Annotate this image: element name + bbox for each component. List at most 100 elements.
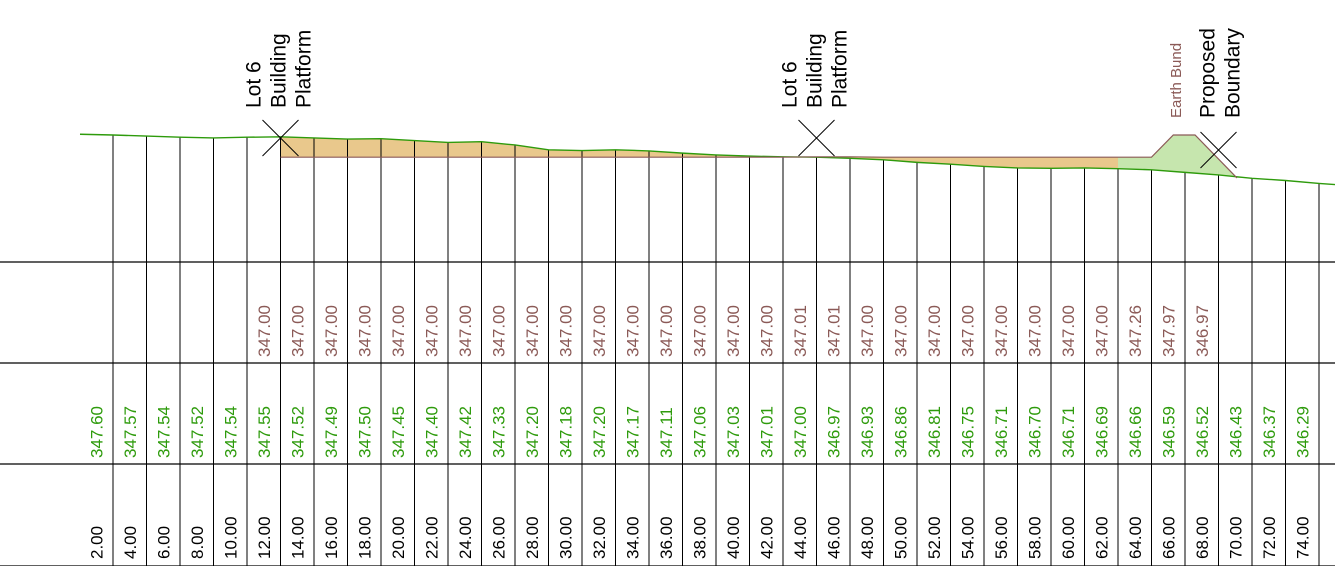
chainage-label: 74.00 — [1294, 516, 1313, 559]
ground-level-label: 346.66 — [1126, 406, 1145, 458]
ground-level-label: 346.37 — [1260, 406, 1279, 458]
design-level-label: 347.00 — [657, 305, 676, 357]
ground-level-label: 347.42 — [456, 406, 475, 458]
design-level-label: 347.26 — [1126, 305, 1145, 357]
ground-level-label: 346.59 — [1160, 406, 1179, 458]
ground-level-label: 347.18 — [557, 406, 576, 458]
chainage-label: 54.00 — [959, 516, 978, 559]
annotation-lot6-a-line-0: Lot 6 — [243, 61, 266, 108]
design-level-label: 347.00 — [925, 305, 944, 357]
design-level-label: 347.00 — [758, 305, 777, 357]
platform-fill — [280, 136, 1118, 169]
design-level-label: 347.00 — [724, 305, 743, 357]
ground-level-label: 347.20 — [523, 406, 542, 458]
ground-level-label: 346.71 — [992, 406, 1011, 458]
design-level-label: 347.00 — [858, 305, 877, 357]
design-level-label: 347.00 — [1026, 305, 1045, 357]
design-level-label: 347.00 — [255, 305, 274, 357]
design-level-label: 347.00 — [523, 305, 542, 357]
chainage-label: 34.00 — [624, 516, 643, 559]
design-level-label: 347.00 — [590, 305, 609, 357]
ground-level-label: 347.00 — [791, 406, 810, 458]
chainage-label: 20.00 — [389, 516, 408, 559]
ground-level-label: 346.97 — [825, 406, 844, 458]
chainage-label: 24.00 — [456, 516, 475, 559]
annotation-lot6-a-line-1: Building — [268, 33, 291, 108]
ground-level-label: 347.54 — [155, 406, 174, 458]
ground-level-label: 347.06 — [691, 406, 710, 458]
chainage-label: 10.00 — [222, 516, 241, 559]
cross-marker-lot6-a — [262, 119, 299, 157]
chainage-label: 70.00 — [1227, 516, 1246, 559]
ground-level-label: 347.20 — [590, 406, 609, 458]
ground-level-label: 346.86 — [892, 406, 911, 458]
chainage-label: 64.00 — [1126, 516, 1145, 559]
design-surface-line — [280, 134, 1238, 179]
ground-level-label: 347.17 — [624, 406, 643, 458]
annotation-lot6-a-line-2: Platform — [293, 30, 316, 108]
ground-level-label: 346.69 — [1093, 406, 1112, 458]
chainage-label: 4.00 — [121, 526, 140, 559]
annotation-earth-bund-line-0: Earth Bund — [1168, 43, 1185, 118]
chainage-label: 12.00 — [255, 516, 274, 559]
design-level-label: 347.00 — [691, 305, 710, 357]
chainage-label: 42.00 — [758, 516, 777, 559]
data-table-rows — [0, 261, 1335, 566]
ground-level-label: 347.11 — [657, 407, 676, 458]
ground-level-label: 346.75 — [959, 406, 978, 458]
chainage-label: 22.00 — [423, 516, 442, 559]
chainage-label: 14.00 — [289, 516, 308, 559]
ground-level-label: 346.70 — [1026, 406, 1045, 458]
chainage-label: 32.00 — [590, 516, 609, 559]
chainage-label: 50.00 — [892, 516, 911, 559]
ground-level-label: 347.33 — [490, 406, 509, 458]
ground-level-label: 347.60 — [88, 406, 107, 458]
chainage-label: 28.00 — [523, 516, 542, 559]
design-level-label: 347.00 — [1093, 305, 1112, 357]
chainage-label: 68.00 — [1193, 516, 1212, 559]
station-column-lines — [112, 135, 1320, 566]
ground-level-label: 347.54 — [222, 406, 241, 458]
chainage-label: 26.00 — [490, 516, 509, 559]
design-level-label: 347.00 — [356, 305, 375, 357]
ground-level-label: 347.55 — [255, 406, 274, 458]
chainage-label: 36.00 — [657, 516, 676, 559]
design-level-label: 347.00 — [992, 305, 1011, 357]
chainage-label: 56.00 — [992, 516, 1011, 559]
chainage-label: 62.00 — [1093, 516, 1112, 559]
chainage-label: 40.00 — [724, 516, 743, 559]
design-level-label: 347.00 — [289, 305, 308, 357]
ground-level-label: 347.50 — [356, 406, 375, 458]
design-level-label: 346.97 — [1193, 305, 1212, 357]
earth-bund-fill — [1118, 135, 1252, 179]
ground-level-label: 347.57 — [121, 406, 140, 458]
chainage-label: 52.00 — [925, 516, 944, 559]
chainage-label: 16.00 — [322, 516, 341, 559]
design-level-label: 347.01 — [791, 305, 810, 357]
annotation-lot6-b-line-1: Building — [804, 33, 827, 108]
station-value-labels: 347.60 2.00 347.57 4.00 347.54 6.00 347.52 8.00… — [88, 305, 1313, 559]
chainage-label: 18.00 — [356, 516, 375, 559]
design-level-label: 347.00 — [892, 305, 911, 357]
design-level-label: 347.97 — [1160, 305, 1179, 357]
annotation-proposed-boundary-line-1: Boundary — [1222, 28, 1245, 118]
chainage-label: 72.00 — [1260, 516, 1279, 559]
cross-marker-proposed-boundary — [1200, 131, 1237, 169]
design-level-label: 347.00 — [456, 305, 475, 357]
design-level-label: 347.01 — [825, 305, 844, 357]
chainage-label: 8.00 — [188, 526, 207, 559]
ground-level-label: 347.03 — [724, 406, 743, 458]
chainage-label: 6.00 — [155, 526, 174, 559]
chainage-label: 30.00 — [557, 516, 576, 559]
chainage-label: 48.00 — [858, 516, 877, 559]
chainage-label: 46.00 — [825, 516, 844, 559]
ground-level-label: 346.81 — [925, 406, 944, 458]
chainage-label: 60.00 — [1059, 516, 1078, 559]
ground-level-label: 346.93 — [858, 406, 877, 458]
cross-marker-lot6-b — [798, 119, 835, 157]
design-level-label: 347.00 — [322, 305, 341, 357]
chainage-label: 38.00 — [691, 516, 710, 559]
profile-lines — [79, 133, 1335, 186]
ground-level-label: 346.29 — [1294, 406, 1313, 458]
